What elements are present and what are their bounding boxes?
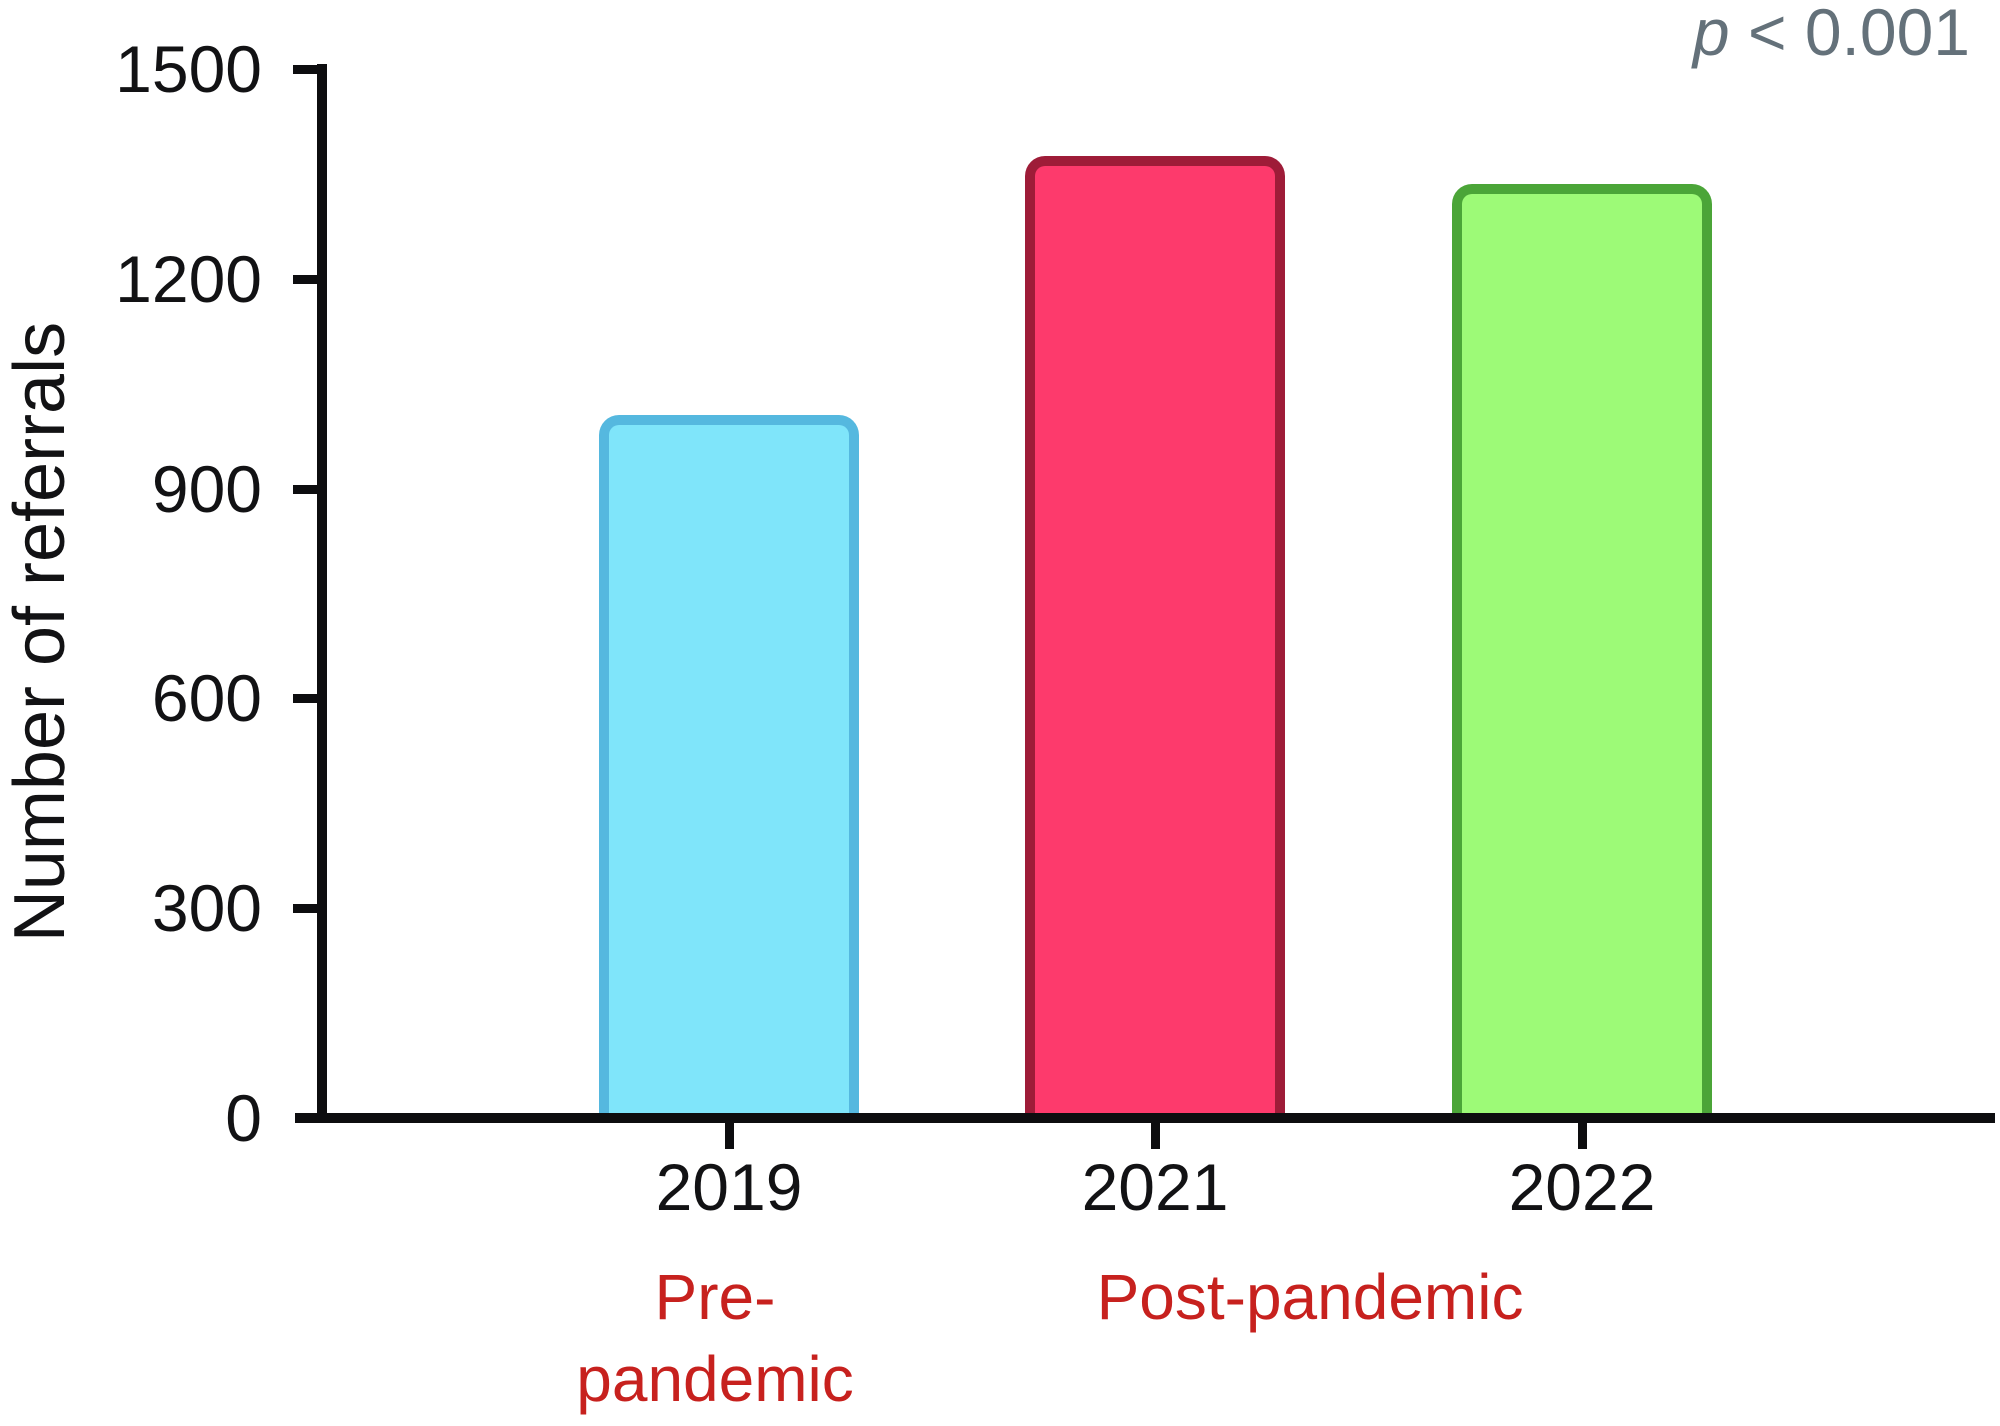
x-tick-2019 [725, 1123, 734, 1149]
p-symbol: p [1692, 0, 1730, 69]
y-tick-600 [293, 694, 319, 704]
y-tick-1500 [293, 65, 319, 74]
x-axis-line [295, 1113, 1995, 1123]
y-tick-300 [293, 904, 319, 914]
y-tick-900 [293, 484, 319, 494]
y-axis-line [317, 64, 327, 1123]
y-tick-1200 [293, 274, 319, 284]
bar-2021 [1025, 156, 1285, 1118]
x-category-label-2022: 2022 [1508, 1150, 1656, 1224]
y-tick-label-1500: 1500 [115, 32, 262, 106]
p-value-annotation: p < 0.001 [1693, 0, 1970, 72]
x-tick-2022 [1578, 1123, 1587, 1149]
y-tick-label-0: 0 [225, 1081, 262, 1155]
group-label-pre-pandemic: Pre- pandemic [465, 1256, 965, 1420]
group-label-post-pandemic: Post-pandemic [1096, 1261, 1524, 1333]
y-tick-label-300: 300 [151, 871, 262, 946]
x-tick-2021 [1151, 1123, 1160, 1149]
group-label-line: Pre- [654, 1261, 776, 1333]
p-comparison: < 0.001 [1729, 0, 1970, 69]
y-tick-label-600: 600 [151, 661, 262, 736]
y-tick-label-900: 900 [151, 451, 262, 526]
bar-2019 [599, 415, 859, 1118]
y-tick-label-1200: 1200 [115, 241, 262, 316]
y-axis-title: Number of referrals [0, 321, 80, 943]
x-category-label-2019: 2019 [655, 1150, 803, 1224]
group-label-line: pandemic [576, 1343, 854, 1415]
x-category-label-2021: 2021 [1081, 1150, 1229, 1224]
bar-2022 [1452, 184, 1712, 1118]
